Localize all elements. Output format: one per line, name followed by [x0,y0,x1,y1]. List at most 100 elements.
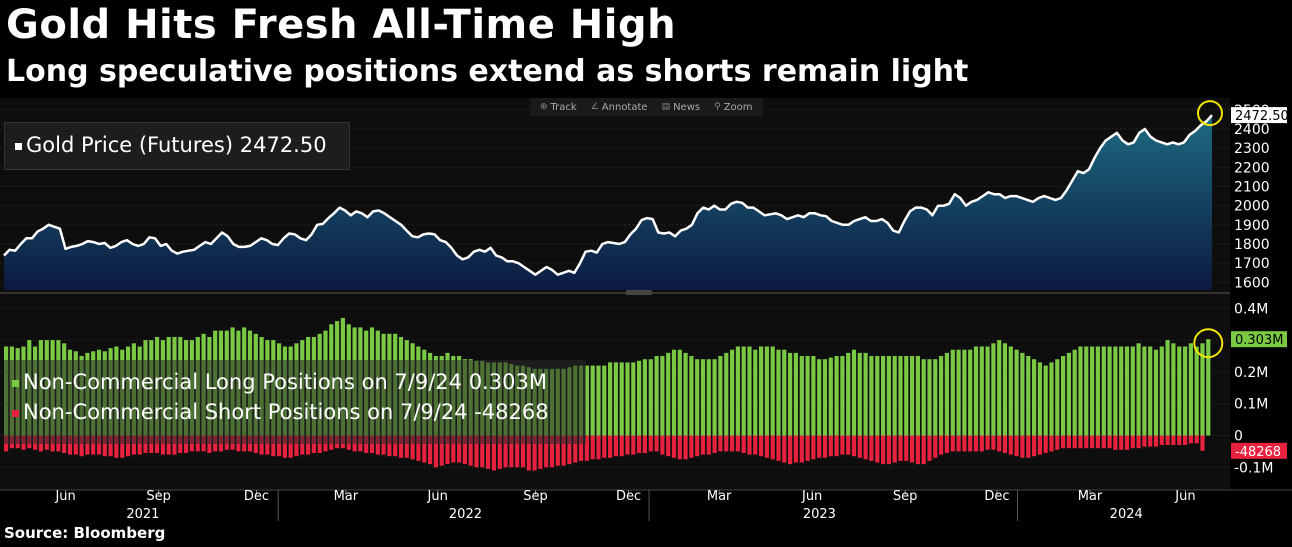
annotate-icon: ∠ [590,102,599,112]
short-bar [480,435,485,468]
short-bar [288,435,293,458]
short-bar [700,435,706,455]
short-bar [776,435,781,461]
short-bar [915,435,920,465]
long-last-value-tag: 0.303M [1235,333,1283,348]
x-year-label: 2023 [803,507,836,522]
long-bar [596,365,601,436]
latest-value-highlights: 2472.50 0.303M -48268 [1193,100,1289,460]
source-note: Source: Bloomberg [4,524,166,542]
short-bar [881,435,886,465]
long-bar [939,356,944,436]
short-bar [91,435,96,455]
short-bar [451,435,456,463]
long-bar [828,357,833,436]
long-bar [759,346,764,436]
short-bar [277,435,282,457]
long-bar [602,365,607,436]
short-bar [869,435,874,461]
gold-last-value-tag-box [1231,107,1287,124]
legend-square-icon [12,409,19,417]
short-bar [1171,435,1176,445]
short-bar [619,435,624,457]
short-bar [724,435,729,452]
short-bar [997,435,1002,452]
short-bar [892,435,897,463]
toolbar-annotate-button[interactable]: ∠ Annotate [587,102,652,113]
long-bar [718,356,723,436]
short-bar [1177,435,1182,445]
short-bar [1183,435,1188,445]
long-bar [782,349,787,436]
long-bar [735,346,740,436]
short-bar [381,435,386,455]
short-bar [613,435,618,457]
short-bar [654,435,659,452]
short-bar [921,435,926,465]
short-bar [108,435,113,457]
pane-resize-handle[interactable] [626,290,652,295]
short-bar [259,435,264,455]
short-bar [962,435,967,452]
toolbar-label: Track [550,101,577,113]
short-bar [300,435,305,455]
long-bar [973,346,979,436]
short-bar [166,435,171,455]
long-bar [1130,346,1135,436]
short-bar [311,435,316,453]
short-bar [944,435,949,453]
long-bar [805,356,810,436]
x-month-label: Jun [427,489,448,504]
short-bar [114,435,119,458]
x-month-label: Dec [244,489,269,504]
long-bar [1165,340,1170,436]
long-bar [1095,346,1100,436]
time-x-axis: Jun Sep Dec Mar Jun Sep Dec Mar Jun Sep Dec Mar Jun2… [54,489,1195,522]
long-bar [1002,343,1008,436]
long-bar [1084,346,1089,436]
x-month-label: Dec [984,489,1009,504]
long-bar [1026,356,1031,436]
short-last-value-tag: -48268 [1235,445,1281,460]
x-year-label: 2022 [449,507,482,522]
long-bar [625,362,630,436]
long-bar [776,349,781,436]
long-bar [956,349,961,436]
short-bar [898,435,903,461]
toolbar-news-button[interactable]: ▤ News [658,102,705,113]
short-bar [555,435,560,466]
short-bar [1153,435,1159,447]
y-tick-label: 0 [1234,429,1243,445]
short-bar [596,435,601,460]
short-bar [828,435,833,457]
short-bar [294,435,299,457]
short-bar [515,435,520,468]
toolbar-label: Annotate [601,101,648,113]
short-bar [1148,435,1153,447]
y-tick-label: 1700 [1234,256,1270,272]
short-bar [428,435,433,465]
long-bar [834,356,839,436]
news-icon: ▤ [661,102,671,112]
short-bar [79,435,84,457]
short-bar [102,435,107,457]
toolbar-track-button[interactable]: ⊕ Track [536,102,581,113]
long-bar [584,365,589,436]
long-bar [671,349,677,436]
long-bar [927,359,932,436]
short-bar [811,435,816,460]
x-month-label: Jun [801,489,822,504]
short-bar [375,435,380,455]
toolbar-zoom-button[interactable]: ⚲ Zoom [710,102,756,113]
short-bar [753,435,758,455]
long-bar [991,343,996,436]
short-bar [1066,435,1071,449]
long-bar [968,349,973,436]
short-bar [1072,435,1077,449]
short-bar [526,435,531,471]
short-bar [660,435,665,455]
short-bar [422,435,427,463]
long-bar [915,356,920,436]
long-bar [1072,349,1077,436]
short-bar [178,435,183,453]
